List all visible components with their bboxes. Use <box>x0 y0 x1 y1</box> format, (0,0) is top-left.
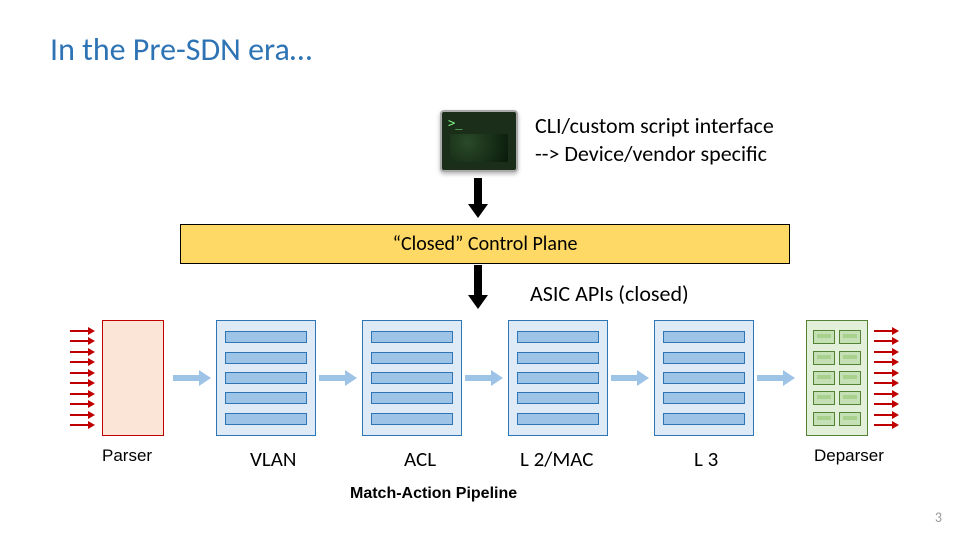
deparser-row <box>813 330 861 344</box>
stage-label: ACL <box>404 446 436 472</box>
output-arrows <box>874 328 900 428</box>
io-arrow-icon <box>70 422 96 428</box>
io-arrow-icon <box>874 349 900 355</box>
stage-box <box>654 320 754 436</box>
deparser-cell <box>813 391 835 405</box>
deparser-box <box>806 320 868 436</box>
arrow-down-icon <box>468 178 488 210</box>
io-arrow-icon <box>70 391 96 397</box>
pipeline-caption: Match-Action Pipeline <box>350 485 517 503</box>
deparser-cell <box>839 371 861 385</box>
table-row-bar <box>225 352 307 364</box>
table-row-bar <box>371 392 453 404</box>
table-row-bar <box>663 331 745 343</box>
io-arrow-icon <box>70 349 96 355</box>
deparser-cell <box>839 330 861 344</box>
table-row-bar <box>371 413 453 425</box>
table-row-bar <box>225 392 307 404</box>
deparser-cell <box>813 412 835 426</box>
pipeline-row <box>70 318 900 438</box>
stage-arrow-icon <box>462 370 508 386</box>
io-arrow-icon <box>874 401 900 407</box>
io-arrow-icon <box>70 380 96 386</box>
stage-box <box>216 320 316 436</box>
cli-line1: CLI/custom script interface <box>535 112 774 140</box>
deparser-row <box>813 391 861 405</box>
table-row-bar <box>225 413 307 425</box>
table-row-bar <box>371 331 453 343</box>
deparser-row <box>813 351 861 365</box>
io-arrow-icon <box>70 338 96 344</box>
deparser-row <box>813 412 861 426</box>
control-plane-label: “Closed” Control Plane <box>393 232 578 256</box>
stage-label: L 3 <box>694 446 718 472</box>
stage-box <box>508 320 608 436</box>
table-row-bar <box>225 331 307 343</box>
stage-labels-row: Parser VLAN ACL L 2/MAC L 3 Deparser <box>70 446 900 472</box>
io-arrow-icon <box>874 338 900 344</box>
table-row-bar <box>517 392 599 404</box>
input-arrows <box>70 328 96 428</box>
table-row-bar <box>225 372 307 384</box>
deparser-cell <box>839 351 861 365</box>
io-arrow-icon <box>70 359 96 365</box>
table-row-bar <box>663 352 745 364</box>
terminal-icon <box>440 110 518 172</box>
deparser-cell <box>813 330 835 344</box>
table-row-bar <box>371 352 453 364</box>
parser-label: Parser <box>102 446 152 466</box>
io-arrow-icon <box>874 380 900 386</box>
cli-description: CLI/custom script interface --> Device/v… <box>535 112 774 167</box>
deparser-cell <box>839 412 861 426</box>
table-row-bar <box>663 413 745 425</box>
stage-label: VLAN <box>250 446 296 472</box>
parser-box <box>102 320 164 436</box>
table-row-bar <box>663 372 745 384</box>
io-arrow-icon <box>874 412 900 418</box>
io-arrow-icon <box>874 391 900 397</box>
io-arrow-icon <box>874 359 900 365</box>
table-row-bar <box>517 331 599 343</box>
stage-arrow-icon <box>170 370 216 386</box>
slide-title: In the Pre-SDN era… <box>50 30 312 69</box>
stage-label: L 2/MAC <box>520 446 593 472</box>
table-row-bar <box>663 392 745 404</box>
page-number: 3 <box>935 509 942 526</box>
table-row-bar <box>517 413 599 425</box>
table-row-bar <box>371 372 453 384</box>
stage-arrow-icon <box>608 370 654 386</box>
cli-line2: --> Device/vendor specific <box>535 140 774 168</box>
io-arrow-icon <box>70 401 96 407</box>
io-arrow-icon <box>70 412 96 418</box>
io-arrow-icon <box>874 370 900 376</box>
io-arrow-icon <box>874 328 900 334</box>
io-arrow-icon <box>70 328 96 334</box>
deparser-cell <box>839 391 861 405</box>
stage-arrow-icon <box>316 370 362 386</box>
io-arrow-icon <box>70 370 96 376</box>
table-row-bar <box>517 352 599 364</box>
io-arrow-icon <box>874 422 900 428</box>
deparser-row <box>813 371 861 385</box>
deparser-label: Deparser <box>814 446 884 466</box>
stage-box <box>362 320 462 436</box>
asic-apis-label: ASIC APIs (closed) <box>530 280 689 307</box>
stage-arrow-icon <box>754 370 800 386</box>
deparser-cell <box>813 371 835 385</box>
deparser-cell <box>813 351 835 365</box>
arrow-down-icon <box>468 265 488 297</box>
control-plane-box: “Closed” Control Plane <box>180 224 790 264</box>
table-row-bar <box>517 372 599 384</box>
